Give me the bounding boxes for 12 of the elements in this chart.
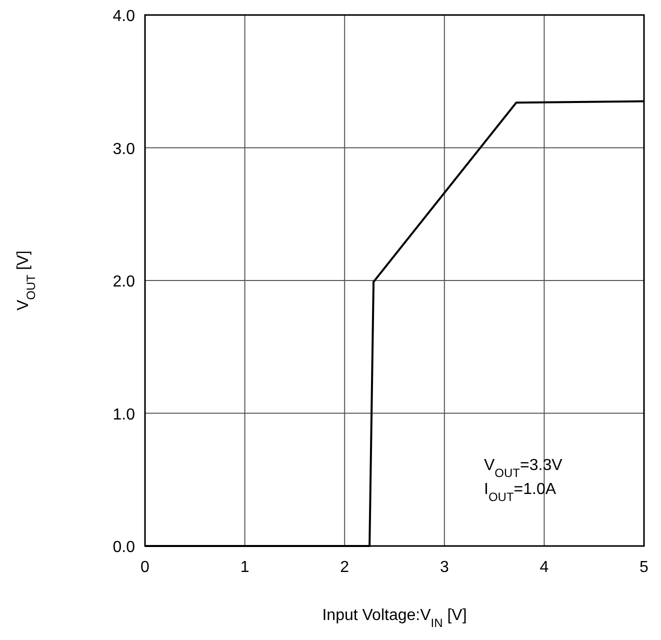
x-tick-label: 4 — [540, 559, 549, 576]
y-tick-label: 1.0 — [112, 406, 136, 424]
x-tick-label: 5 — [640, 559, 649, 576]
x-tick-label: 3 — [440, 559, 449, 576]
x-tick-label: 2 — [340, 559, 350, 576]
y-tick-label: 4.0 — [112, 8, 136, 25]
x-axis-title: Input Voltage:V$_{IN}$ [V] — [322, 607, 467, 630]
y-tick-label: 0.0 — [112, 539, 136, 556]
x-tick-label: 0 — [140, 559, 150, 576]
x-tick-label: 1 — [240, 559, 250, 576]
y-tick-label: 3.0 — [112, 140, 136, 158]
y-tick-label: 2.0 — [112, 274, 136, 290]
